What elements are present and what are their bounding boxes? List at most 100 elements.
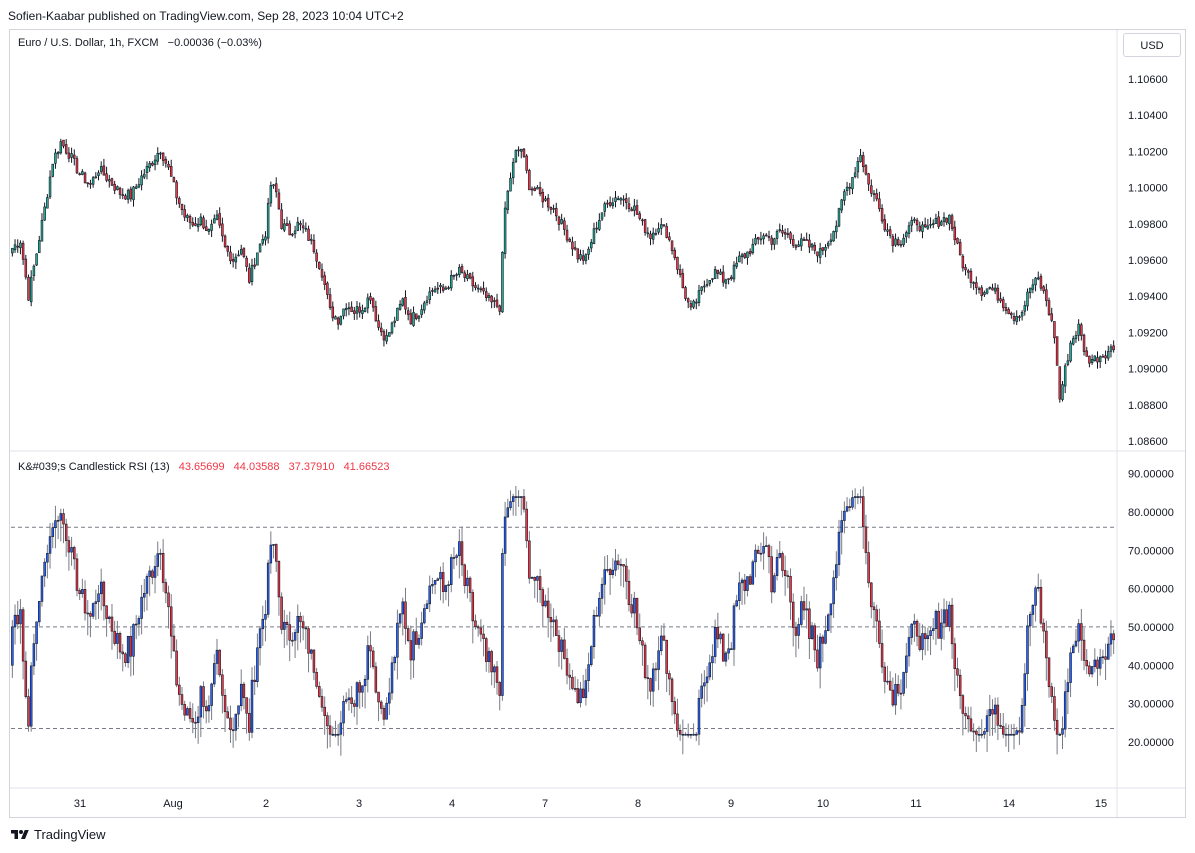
rsi-candle (676, 713, 679, 731)
price-candle (1018, 316, 1021, 318)
price-candle (237, 254, 240, 257)
price-candle (455, 274, 458, 276)
rsi-candle (27, 696, 30, 727)
price-candle (541, 191, 545, 203)
footer-brand[interactable]: TradingView (10, 827, 106, 842)
price-candle (592, 228, 596, 245)
price-candle (145, 165, 149, 173)
price-candle (689, 303, 693, 308)
rsi-candle (1026, 625, 1029, 675)
price-candle (840, 199, 843, 211)
rsi-candle (1023, 673, 1027, 706)
rsi-candle (1015, 730, 1018, 735)
rsi-candle (727, 648, 730, 654)
rsi-candle (482, 633, 485, 639)
rsi-candle (441, 572, 445, 592)
price-candle (697, 290, 701, 304)
price-candle (70, 153, 73, 158)
price-candle (684, 287, 687, 299)
price-candle (568, 238, 571, 242)
rsi-candle (46, 553, 49, 563)
price-candle (67, 152, 71, 159)
currency-button[interactable]: USD (1123, 33, 1181, 57)
rsi-candle (21, 609, 25, 662)
rsi-candle (816, 649, 819, 669)
rsi-candle (864, 526, 868, 553)
rsi-candle (996, 704, 1000, 726)
price-candle (369, 296, 372, 301)
rsi-candle (937, 610, 940, 639)
rsi-candle (151, 570, 154, 578)
price-candle (433, 288, 437, 293)
rsi-candle (748, 576, 752, 585)
price-candle (988, 287, 992, 289)
rsi-candle (124, 653, 127, 663)
rsi-candle (660, 635, 663, 652)
rsi-candle (950, 604, 954, 645)
price-candle (493, 300, 496, 302)
rsi-candle (856, 496, 860, 498)
price-candle (835, 225, 838, 233)
rsi-candle (43, 561, 46, 577)
price-candle (304, 227, 308, 230)
price-candle (1080, 324, 1083, 336)
rsi-candle (1007, 733, 1010, 736)
price-tick-label: 1.09800 (1128, 219, 1168, 231)
price-candle (301, 225, 305, 229)
rsi-candle (948, 604, 951, 627)
price-candle (1090, 359, 1094, 363)
rsi-candle (520, 496, 523, 498)
rsi-candle (485, 638, 488, 662)
rsi-candle (436, 578, 440, 581)
price-candle (323, 275, 326, 285)
rsi-candle (183, 704, 186, 716)
rsi-candle (102, 581, 106, 607)
rsi-candle (754, 549, 757, 563)
rsi-tick-label: 70.00000 (1128, 545, 1174, 557)
rsi-candle (374, 666, 378, 693)
rsi-candle (213, 663, 216, 685)
rsi-candle (444, 585, 448, 592)
rsi-candle (991, 709, 994, 715)
time-tick-label: 2 (263, 798, 269, 810)
price-candle (536, 187, 539, 190)
price-candle (361, 310, 364, 315)
price-candle (743, 253, 746, 258)
price-candle (633, 205, 636, 211)
rsi-candle (848, 506, 852, 508)
rsi-candle (393, 656, 396, 664)
price-candle (872, 193, 876, 195)
price-candle (740, 254, 744, 258)
rsi-candle (563, 639, 566, 659)
price-candle (1004, 306, 1008, 311)
price-candle (11, 247, 14, 254)
price-candle (708, 280, 711, 284)
rsi-candle (97, 593, 100, 603)
rsi-candle (501, 553, 504, 696)
price-candle (471, 276, 475, 287)
rsi-candle (463, 564, 466, 586)
rsi-candle (695, 733, 698, 736)
price-candle (622, 198, 625, 201)
price-candle (318, 261, 321, 269)
price-candle (458, 267, 461, 275)
price-candle (888, 229, 892, 236)
price-candle (1026, 291, 1029, 307)
price-candle (280, 209, 283, 229)
price-candle (374, 306, 378, 322)
rsi-candle (625, 565, 628, 582)
price-candle (765, 234, 768, 237)
price-candle (97, 172, 100, 176)
price-candle (665, 226, 668, 238)
rsi-candle (953, 643, 957, 669)
price-candle (239, 249, 243, 255)
rsi-candle (627, 580, 631, 605)
price-candle (417, 315, 421, 319)
rsi-candle (266, 562, 270, 615)
rsi-candle (910, 623, 913, 638)
rsi-candle (522, 496, 526, 510)
price-candle (993, 287, 997, 292)
rsi-candle (611, 569, 615, 575)
price-candle (913, 218, 916, 221)
